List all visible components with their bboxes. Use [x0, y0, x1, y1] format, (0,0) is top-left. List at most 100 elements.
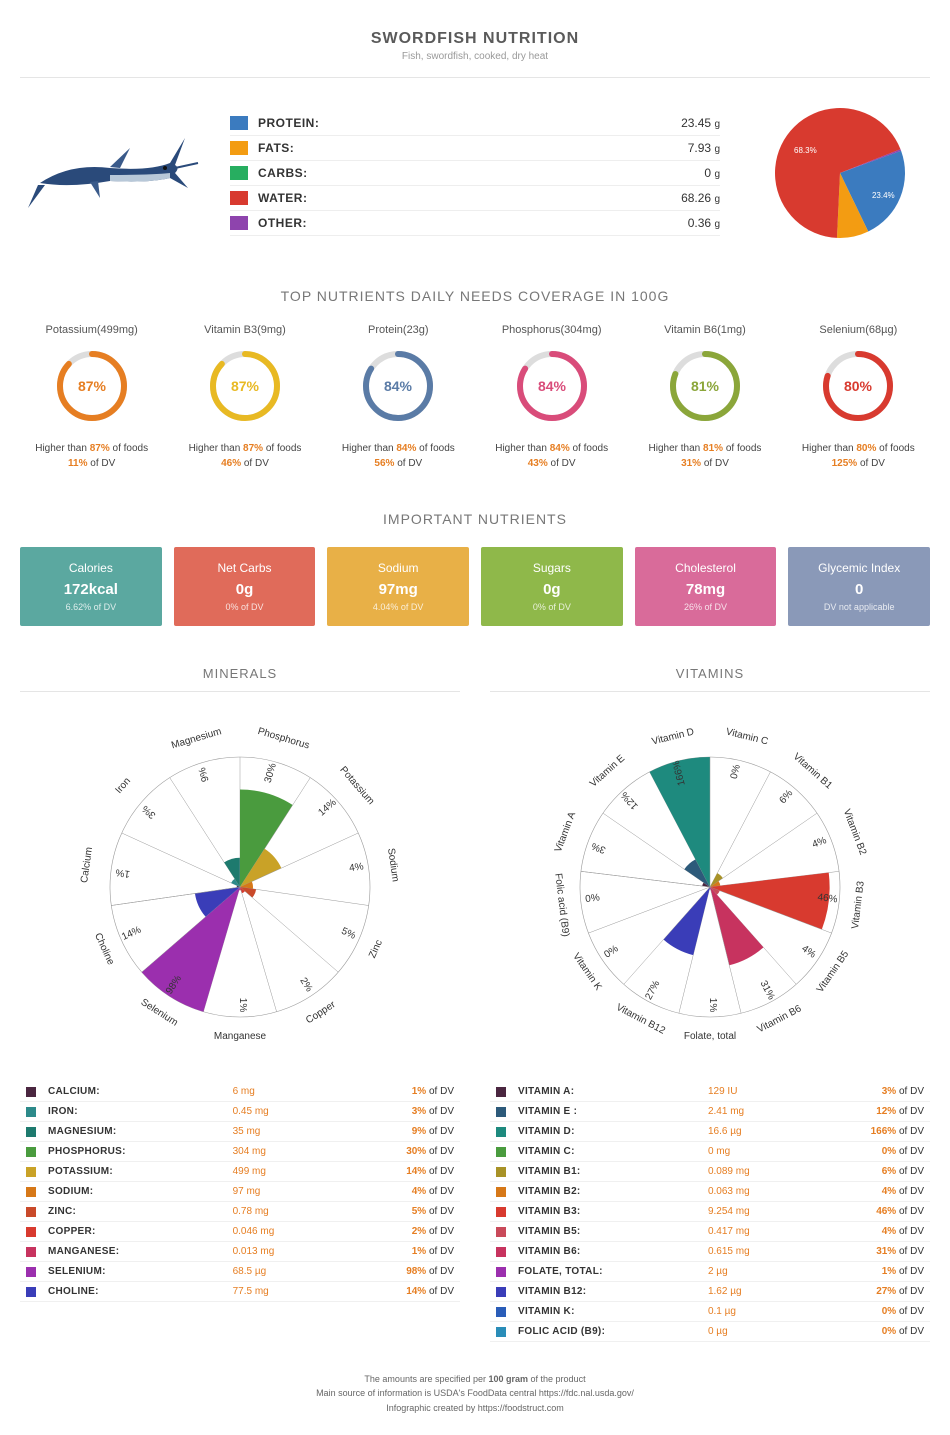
donut-label: Phosphorus(304mg) [480, 324, 623, 336]
svg-text:84%: 84% [384, 378, 413, 394]
table-row: MAGNESIUM: 35 mg 9% of DV [20, 1122, 460, 1142]
tile-name: Sugars [489, 561, 615, 575]
nutrient-amount: 2.41 mg [702, 1102, 805, 1122]
nutrient-amount: 35 mg [227, 1122, 337, 1142]
tile-value: 0 [796, 581, 922, 598]
nutrient-amount: 1.62 µg [702, 1282, 805, 1302]
vitamins-polar-chart: Vitamin A3%Vitamin E12%Vitamin D166%Vita… [490, 707, 930, 1067]
charts-section: MINERALS Calcium1%Iron3%Magnesium9%Phosp… [20, 666, 930, 1342]
svg-text:1%: 1% [707, 998, 718, 1013]
nutrient-name: POTASSIUM: [42, 1162, 227, 1182]
tile-dv: 0% of DV [489, 602, 615, 612]
svg-text:5%: 5% [340, 926, 358, 942]
nutrient-dv: 4% of DV [337, 1182, 460, 1202]
donut-chart: 87% [52, 346, 132, 426]
nutrient-dv: 98% of DV [337, 1262, 460, 1282]
tile-name: Net Carbs [182, 561, 308, 575]
nutrient-name: VITAMIN B1: [512, 1162, 702, 1182]
table-row: VITAMIN B6: 0.615 mg 31% of DV [490, 1242, 930, 1262]
tile-dv: 0% of DV [182, 602, 308, 612]
svg-text:Vitamin B1: Vitamin B1 [791, 751, 835, 791]
table-row: VITAMIN D: 16.6 µg 166% of DV [490, 1122, 930, 1142]
svg-text:81%: 81% [691, 378, 720, 394]
nutrient-dv: 30% of DV [337, 1142, 460, 1162]
table-row: CHOLINE: 77.5 mg 14% of DV [20, 1282, 460, 1302]
nutrient-dv: 3% of DV [337, 1102, 460, 1122]
nutrient-dv: 27% of DV [805, 1282, 930, 1302]
svg-text:Vitamin B12: Vitamin B12 [614, 1002, 667, 1037]
macro-label: PROTEIN: [258, 116, 681, 130]
nutrient-dv: 1% of DV [337, 1082, 460, 1102]
nutrient-name: VITAMIN B12: [512, 1282, 702, 1302]
nutrient-amount: 9.254 mg [702, 1202, 805, 1222]
tile-name: Cholesterol [643, 561, 769, 575]
macro-pie-chart: 23.4%7.9%68.3% [750, 98, 930, 248]
food-image [20, 113, 200, 233]
macro-row: PROTEIN: 23.45 g [230, 111, 720, 136]
svg-text:7.9%: 7.9% [846, 224, 864, 233]
nutrient-dv: 0% of DV [805, 1322, 930, 1342]
svg-text:80%: 80% [844, 378, 873, 394]
nutrient-dv: 4% of DV [805, 1182, 930, 1202]
table-row: POTASSIUM: 499 mg 14% of DV [20, 1162, 460, 1182]
table-row: CALCIUM: 6 mg 1% of DV [20, 1082, 460, 1102]
table-row: FOLIC ACID (B9): 0 µg 0% of DV [490, 1322, 930, 1342]
tile-dv: 6.62% of DV [28, 602, 154, 612]
nutrient-amount: 97 mg [227, 1182, 337, 1202]
svg-text:27%: 27% [643, 979, 662, 1002]
macro-value: 7.93 g [688, 141, 720, 155]
nutrient-amount: 16.6 µg [702, 1122, 805, 1142]
nutrient-dv: 5% of DV [337, 1202, 460, 1222]
tile-dv: 26% of DV [643, 602, 769, 612]
nutrient-amount: 2 µg [702, 1262, 805, 1282]
svg-text:Vitamin C: Vitamin C [725, 726, 770, 747]
overview-section: PROTEIN: 23.45 g FATS: 7.93 g CARBS: 0 g… [20, 98, 930, 248]
nutrient-name: PHOSPHORUS: [42, 1142, 227, 1162]
nutrient-dv: 2% of DV [337, 1222, 460, 1242]
svg-text:Vitamin B2: Vitamin B2 [841, 808, 869, 857]
macro-swatch [230, 116, 248, 130]
table-row: VITAMIN B5: 0.417 mg 4% of DV [490, 1222, 930, 1242]
svg-text:Vitamin B3: Vitamin B3 [850, 880, 867, 930]
nutrient-name: VITAMIN B6: [512, 1242, 702, 1262]
nutrient-amount: 0.013 mg [227, 1242, 337, 1262]
svg-text:0%: 0% [602, 943, 620, 960]
tile-dv: 4.04% of DV [335, 602, 461, 612]
svg-text:87%: 87% [78, 378, 107, 394]
macro-value: 23.45 g [681, 116, 720, 130]
svg-text:6%: 6% [777, 788, 795, 806]
tile-value: 97mg [335, 581, 461, 598]
svg-text:0%: 0% [729, 763, 743, 780]
svg-text:Phosphorus: Phosphorus [256, 726, 310, 752]
svg-text:4%: 4% [349, 861, 365, 874]
nutrient-dv: 9% of DV [337, 1122, 460, 1142]
minerals-title: MINERALS [20, 666, 460, 692]
nutrient-name: SELENIUM: [42, 1262, 227, 1282]
nutrient-dv: 3% of DV [805, 1082, 930, 1102]
nutrient-name: VITAMIN B3: [512, 1202, 702, 1222]
table-row: SODIUM: 97 mg 4% of DV [20, 1182, 460, 1202]
table-row: VITAMIN B2: 0.063 mg 4% of DV [490, 1182, 930, 1202]
nutrient-name: SODIUM: [42, 1182, 227, 1202]
nutrient-dv: 14% of DV [337, 1162, 460, 1182]
donut-chart: 80% [818, 346, 898, 426]
svg-text:Manganese: Manganese [214, 1031, 267, 1042]
nutrient-amount: 0.78 mg [227, 1202, 337, 1222]
minerals-table: CALCIUM: 6 mg 1% of DV IRON: 0.45 mg 3% … [20, 1082, 460, 1302]
donut-caption: Higher than 87% of foods 11% of DV [20, 441, 163, 471]
svg-text:4%: 4% [799, 943, 817, 960]
vitamins-table: VITAMIN A: 129 IU 3% of DV VITAMIN E : 2… [490, 1082, 930, 1342]
svg-text:Zinc: Zinc [367, 938, 385, 960]
svg-text:Selenium: Selenium [139, 997, 180, 1029]
svg-text:Sodium: Sodium [385, 847, 401, 882]
nutrient-dv: 166% of DV [805, 1122, 930, 1142]
macro-label: CARBS: [258, 166, 704, 180]
svg-text:30%: 30% [263, 762, 279, 784]
svg-text:Vitamin D: Vitamin D [651, 726, 696, 747]
macro-value: 0 g [704, 166, 720, 180]
table-row: COPPER: 0.046 mg 2% of DV [20, 1222, 460, 1242]
top-nutrients-title: TOP NUTRIENTS DAILY NEEDS COVERAGE IN 10… [20, 288, 930, 304]
donut-chart: 84% [358, 346, 438, 426]
svg-text:14%: 14% [120, 925, 143, 943]
nutrient-amount: 68.5 µg [227, 1262, 337, 1282]
